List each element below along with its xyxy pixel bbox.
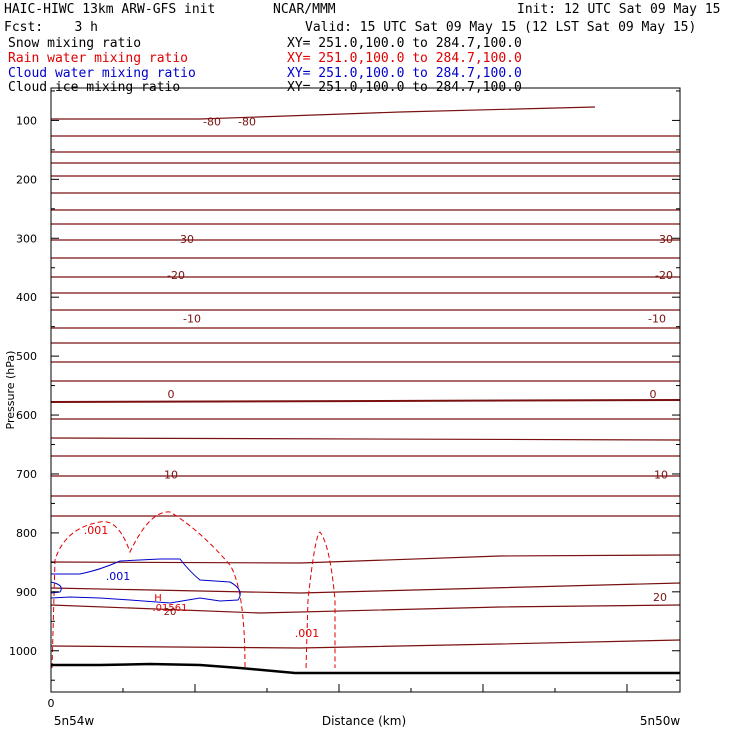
forecast-hour: Fcst: 3 h xyxy=(4,20,98,35)
field-cloudwater-xy: XY= 251.0,100.0 to 284.7,100.0 xyxy=(287,66,522,81)
rain-contour-left xyxy=(51,511,246,669)
x-end-label-left: 5n54w xyxy=(54,714,95,728)
temperature-contour-group xyxy=(50,106,681,649)
y-tick-label: 500 xyxy=(16,350,37,363)
y-tick-label: 600 xyxy=(16,409,37,422)
field-cloudwater-name: Cloud water mixing ratio xyxy=(8,66,196,81)
y-axis-label: Pressure (hPa) xyxy=(4,351,17,430)
org-label: NCAR/MMM xyxy=(273,2,336,17)
extrema-high-marker: H xyxy=(154,593,162,604)
isotherm-line xyxy=(50,639,681,649)
contour-label-0-left: 0 xyxy=(168,388,175,401)
x-axis-label: Distance (km) xyxy=(322,714,406,728)
isotherm-line xyxy=(50,554,681,564)
isotherm-line xyxy=(51,106,596,120)
extrema-high-value: .01561 xyxy=(153,603,188,614)
y-tick-label: 800 xyxy=(16,527,37,540)
contour-label-m30-left: -30 xyxy=(176,233,194,246)
rain-contour-group xyxy=(51,511,336,669)
y-tick-label: 900 xyxy=(16,586,37,599)
cloud-water-label: .001 xyxy=(106,570,131,583)
plot-frame xyxy=(50,87,681,693)
x-end-label-right: 5n50w xyxy=(640,714,681,728)
contour-label-10-right: 10 xyxy=(654,469,668,482)
y-tick-label: 300 xyxy=(16,232,37,245)
y-tick-label: 700 xyxy=(16,468,37,481)
contour-label-group: -80 -80 -30 -30 -20 -20 -10 -10 0 0 10 10 20 .001 .001… xyxy=(84,116,673,640)
terrain-group xyxy=(51,662,680,675)
contour-label-m20-left: -20 xyxy=(167,269,185,282)
field-rain-name: Rain water mixing ratio xyxy=(8,51,189,66)
extrema-isotherm-value: 20 xyxy=(164,607,177,618)
x-tick-label-zero: 0 xyxy=(48,697,55,710)
field-rain-xy: XY= 251.0,100.0 to 284.7,100.0 xyxy=(287,51,522,66)
cloud-water-contour-group xyxy=(50,558,241,604)
field-snow-xy: XY= 251.0,100.0 to 284.7,100.0 xyxy=(287,36,522,51)
rain-label-left: .001 xyxy=(84,524,109,537)
init-time: Init: 12 UTC Sat 09 May 15 xyxy=(517,2,721,17)
contour-label-m80-b: -80 xyxy=(238,116,256,129)
field-snow-name: Snow mixing ratio xyxy=(8,36,142,51)
contour-label-m10-left: -10 xyxy=(183,312,201,325)
y-tick-label: 400 xyxy=(16,291,37,304)
isotherm-line xyxy=(50,437,681,441)
isotherm-line xyxy=(50,604,681,614)
contour-label-m10-right: -10 xyxy=(648,312,666,325)
terrain-line xyxy=(51,662,680,675)
isotherm-line xyxy=(50,399,681,403)
contour-label-m30-right: -30 xyxy=(655,233,673,246)
y-tick-label: 200 xyxy=(16,173,37,186)
y-tick-label: 100 xyxy=(16,114,37,127)
rain-contour-right xyxy=(305,531,336,669)
contour-label-20-right: 20 xyxy=(653,591,667,604)
rain-label-right: .001 xyxy=(295,627,320,640)
model-title: HAIC-HIWC 13km ARW-GFS init xyxy=(4,2,216,17)
contour-label-0-right: 0 xyxy=(650,388,657,401)
contour-label-m80-a: -80 xyxy=(203,116,221,129)
cloud-water-inner-contour xyxy=(50,581,62,594)
contour-label-10-left: 10 xyxy=(164,469,178,482)
cloud-water-contour xyxy=(50,558,241,604)
isotherm-line xyxy=(50,582,681,594)
valid-time: Valid: 15 UTC Sat 09 May 15 (12 LST Sat … xyxy=(305,20,697,35)
contour-label-m20-right: -20 xyxy=(655,269,673,282)
y-tick-label: 1000 xyxy=(9,645,37,658)
